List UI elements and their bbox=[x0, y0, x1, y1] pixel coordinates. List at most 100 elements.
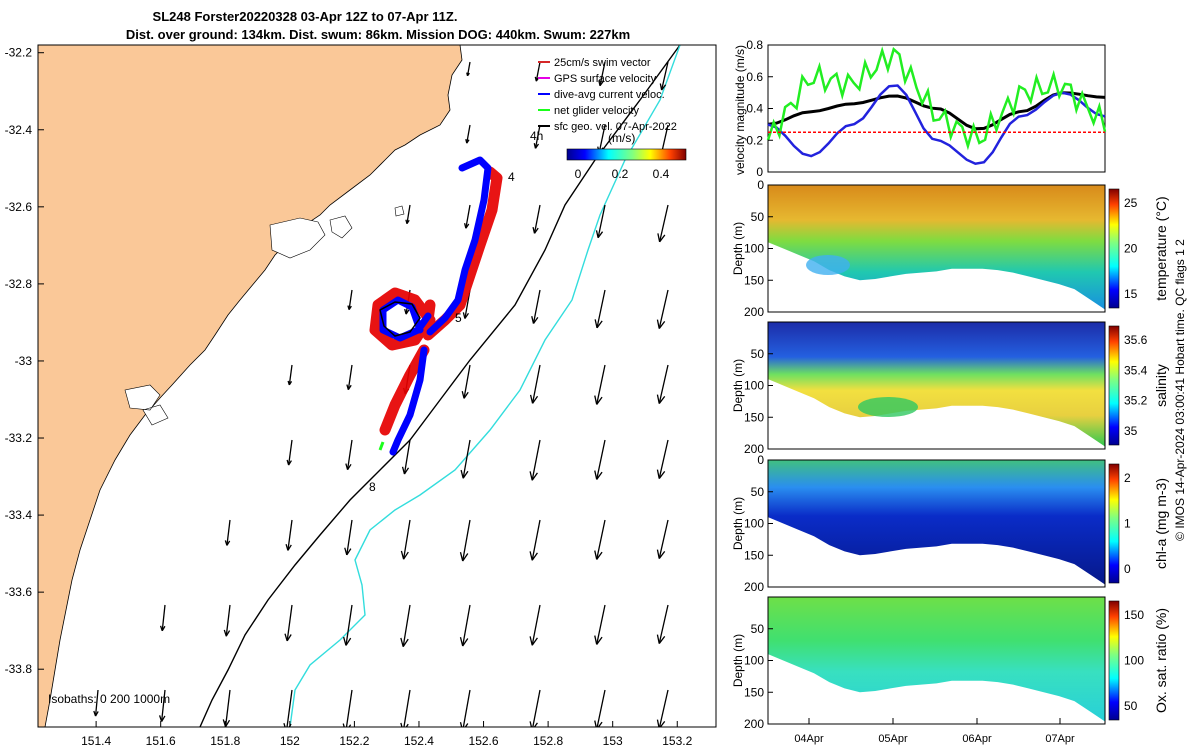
oxygen-colorbar bbox=[1108, 600, 1120, 721]
salinity-colorbar-tick: 35.2 bbox=[1124, 394, 1148, 408]
geo-vector bbox=[531, 519, 541, 561]
geo-vector bbox=[348, 289, 353, 310]
geo-vector bbox=[462, 604, 471, 647]
geo-vector-head bbox=[529, 471, 538, 481]
geo-vector-head bbox=[345, 463, 352, 471]
geo-vector bbox=[596, 364, 606, 405]
geo-vector bbox=[658, 204, 669, 243]
figure-title-line2: Dist. over ground: 134km. Dist. swum: 86… bbox=[126, 27, 630, 42]
legend-swim-label: 25cm/s swim vector bbox=[554, 57, 651, 69]
map-x-tick-label: 152.4 bbox=[404, 734, 434, 748]
oxygen-colorbar-label: Ox. sat. ratio (%) bbox=[1153, 608, 1169, 713]
day-marker-4: 4 bbox=[508, 170, 515, 184]
geo-vector-head bbox=[659, 83, 667, 91]
geo-vector bbox=[161, 604, 166, 631]
velocity-y-tick-label: 0 bbox=[756, 165, 763, 179]
geo-vector-head bbox=[224, 540, 231, 546]
geo-vector bbox=[658, 689, 669, 727]
geo-vector bbox=[596, 439, 606, 480]
chla-y-tick-label: 0 bbox=[757, 453, 764, 467]
geo-vector-head bbox=[347, 305, 352, 310]
temperature-y-tick-label: 100 bbox=[744, 242, 764, 256]
map-x-tick-label: 152.8 bbox=[533, 734, 563, 748]
geostrophic-velocity-vectors bbox=[93, 61, 669, 727]
geo-vector bbox=[531, 364, 541, 404]
legend-swim-vector: 25cm/s swim vector bbox=[538, 57, 651, 69]
salinity-colorbar-label: salinity bbox=[1153, 364, 1169, 407]
oxygen-y-tick-label: 50 bbox=[751, 622, 765, 636]
temperature-y-tick-label: 150 bbox=[744, 273, 764, 287]
geo-vector-head bbox=[404, 308, 410, 315]
black-track-loop bbox=[379, 301, 421, 337]
chla-colorbar-tick: 1 bbox=[1124, 517, 1131, 531]
temperature-section-fill bbox=[768, 185, 1105, 310]
temperature-colorbar-tick: 25 bbox=[1124, 196, 1138, 210]
geo-vector-head bbox=[346, 384, 352, 391]
geo-vector bbox=[287, 439, 293, 466]
geo-vector bbox=[402, 519, 411, 560]
chla-y-tick-label: 50 bbox=[751, 485, 765, 499]
temperature-feature bbox=[806, 255, 850, 275]
geo-vector bbox=[531, 604, 541, 646]
geo-vector bbox=[288, 364, 293, 386]
map-frame bbox=[37, 44, 717, 728]
geo-vector bbox=[346, 439, 353, 470]
legend-sfc-geo: sfc geo. vel. 07-Apr-2022 bbox=[538, 121, 677, 133]
geo-vector bbox=[660, 61, 669, 91]
geo-vector-head bbox=[459, 637, 469, 647]
geo-vector-head bbox=[594, 720, 603, 727]
geo-vector-head bbox=[529, 551, 538, 561]
geo-vector bbox=[599, 61, 606, 86]
geo-vector bbox=[531, 439, 541, 481]
geo-vector-head bbox=[462, 312, 470, 319]
salinity-y-tick-label: 150 bbox=[744, 410, 764, 424]
geo-vector bbox=[658, 439, 669, 479]
net-glider-velocity-marker bbox=[378, 441, 385, 451]
geo-vector-head bbox=[594, 319, 603, 329]
oxygen-ylabel: Depth (m) bbox=[731, 634, 745, 687]
geo-vector bbox=[466, 124, 471, 144]
geo-vector-head bbox=[656, 469, 666, 479]
chla-y-tick-label: 150 bbox=[744, 548, 764, 562]
map-x-tick-label: 152 bbox=[280, 734, 300, 748]
temperature-y-tick-label: 50 bbox=[751, 210, 765, 224]
oxygen-colorbar-tick: 150 bbox=[1124, 608, 1144, 622]
geo-vector bbox=[347, 364, 353, 390]
salinity-section-fill bbox=[768, 322, 1105, 447]
geo-vector bbox=[346, 519, 353, 556]
salinity-section-panel: 50 100 150 200 Depth (m) 35.6 35.4 35.2 35 salini… bbox=[731, 321, 1169, 456]
geo-vector-head bbox=[594, 635, 603, 645]
map-x-axis: 151.4 151.6 151.8 152 152.2 152.4 152.6 152.8 15… bbox=[81, 721, 693, 748]
legend-net-label: net glider velocity bbox=[554, 105, 639, 117]
swim-track-segment-south bbox=[379, 344, 430, 436]
geo-vector-head bbox=[657, 233, 666, 243]
map-x-tick-label: 151.8 bbox=[210, 734, 240, 748]
imos-side-note: © IMOS 14-Apr-2024 03:00:41 Hobart time.… bbox=[1173, 239, 1187, 541]
geo-vector bbox=[226, 519, 231, 546]
legend-gps-velocity: GPS surface velocity bbox=[538, 73, 657, 85]
geo-vector-head bbox=[466, 72, 470, 77]
geo-vector-head bbox=[285, 544, 292, 551]
geo-vector-head bbox=[656, 549, 666, 559]
speed-colorbar bbox=[566, 148, 687, 161]
geo-vector-head bbox=[159, 625, 166, 632]
oxygen-colorbar-tick: 50 bbox=[1124, 699, 1138, 713]
geo-vector-head bbox=[656, 394, 666, 404]
geo-vector-head bbox=[594, 470, 603, 480]
geo-vector-head bbox=[594, 395, 603, 405]
map-x-tick-label: 151.6 bbox=[146, 734, 176, 748]
map-legend: 25cm/s swim vector GPS surface velocity … bbox=[530, 57, 687, 181]
geo-vector bbox=[286, 604, 293, 642]
temperature-colorbar-tick: 15 bbox=[1124, 287, 1138, 301]
isobath-1000m bbox=[289, 45, 681, 727]
geo-vector bbox=[345, 689, 353, 727]
geo-vector bbox=[534, 124, 541, 149]
chla-ylabel: Depth (m) bbox=[731, 497, 745, 550]
oxygen-y-tick-label: 200 bbox=[744, 717, 764, 731]
salinity-colorbar-tick: 35.4 bbox=[1124, 363, 1148, 377]
geo-vector-head bbox=[460, 469, 469, 479]
temperature-y-tick-label: 200 bbox=[744, 305, 764, 319]
geo-vector-head bbox=[344, 547, 352, 556]
